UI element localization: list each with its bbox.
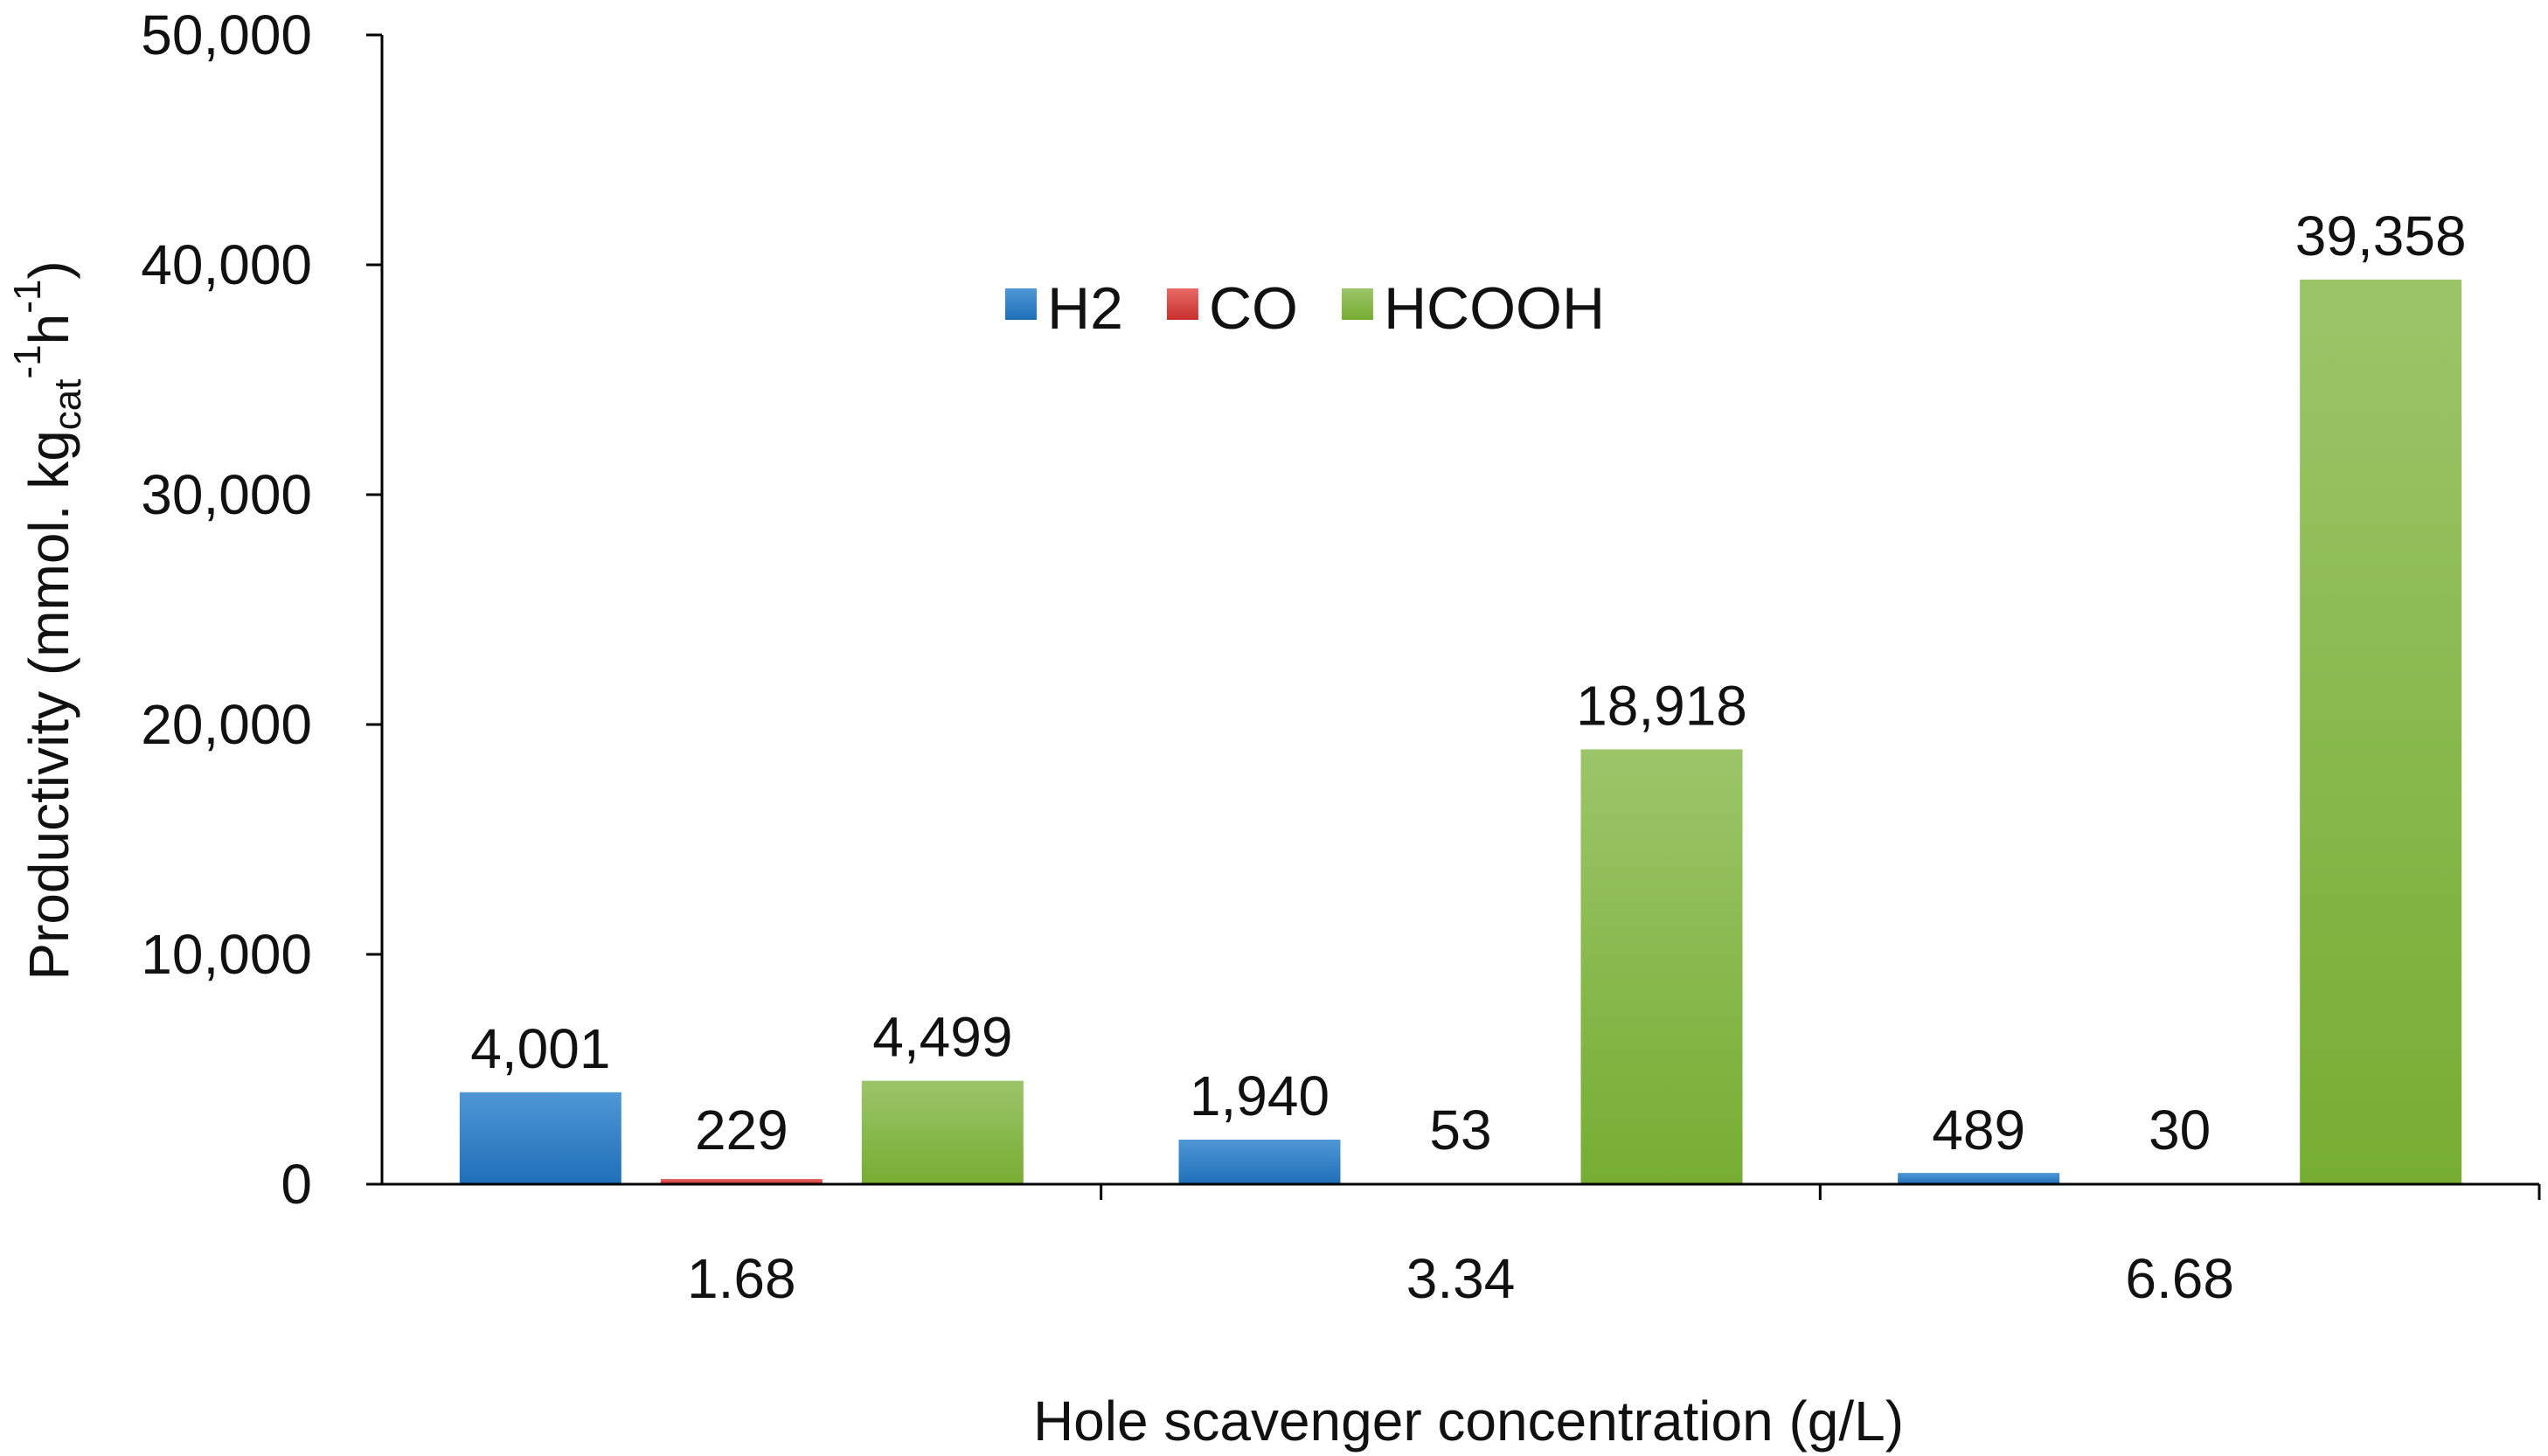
y-tick-label: 0 [281,1153,312,1216]
legend: H2 CO HCOOH [1005,275,1605,342]
data-label: 489 [1932,1099,2025,1161]
legend-label-h2: H2 [1047,275,1123,342]
data-label: 4,499 [872,1006,1012,1069]
bar-hcooh-3.34 [1580,749,1743,1184]
bar-hcooh-6.68 [2300,279,2462,1184]
y-axis-title-prefix: Productivity (mmol. kg [17,430,80,980]
x-tick-label: 1.68 [687,1247,796,1310]
data-label: 53 [1429,1099,1491,1161]
legend-swatch-hcooh [1341,288,1373,320]
y-axis-title-middle: h [17,314,80,345]
y-tick-label: 10,000 [141,923,312,986]
legend-label-co: CO [1209,275,1298,342]
bar-h2-3.34 [1178,1139,1341,1184]
data-label: 1,940 [1190,1064,1330,1127]
legend-swatch-co [1166,288,1198,320]
bar-hcooh-1.68 [861,1080,1024,1184]
y-axis-title-superscript-1: -1 [6,344,49,378]
y-tick-label: 40,000 [141,233,312,296]
x-tick-label: 3.34 [1406,1247,1516,1310]
data-label: 39,358 [2295,205,2467,267]
bars-group [459,279,2462,1184]
y-axis-title-suffix: ) [17,260,80,279]
data-label: 229 [695,1099,788,1161]
legend-label-hcooh: HCOOH [1384,275,1605,342]
data-label: 30 [2149,1099,2211,1161]
bar-co-1.68 [660,1178,823,1184]
y-axis-title: Productivity (mmol. kgcat-1h-1) [6,260,89,980]
x-tick-label: 6.68 [2125,1247,2234,1310]
y-ticks-group: 0 10,000 20,000 30,000 40,000 50,000 [141,3,382,1216]
y-tick-label: 50,000 [141,3,312,66]
bar-h2-1.68 [459,1092,621,1184]
y-axis-title-superscript-2: -1 [6,280,49,314]
bar-h2-6.68 [1898,1173,2060,1184]
data-label: 4,001 [470,1017,610,1080]
data-labels-group: 4,001 229 4,499 1,940 53 18,918 489 30 39,358 [470,205,2466,1161]
y-tick-label: 20,000 [141,693,312,756]
legend-swatch-h2 [1005,288,1037,320]
x-ticks-group: 1.68 3.34 6.68 [687,1184,2541,1310]
data-label: 18,918 [1576,674,1747,737]
x-axis-title: Hole scavenger concentration (g/L) [1033,1390,1904,1453]
y-axis-title-subscript: cat [46,378,89,430]
y-tick-label: 30,000 [141,463,312,526]
